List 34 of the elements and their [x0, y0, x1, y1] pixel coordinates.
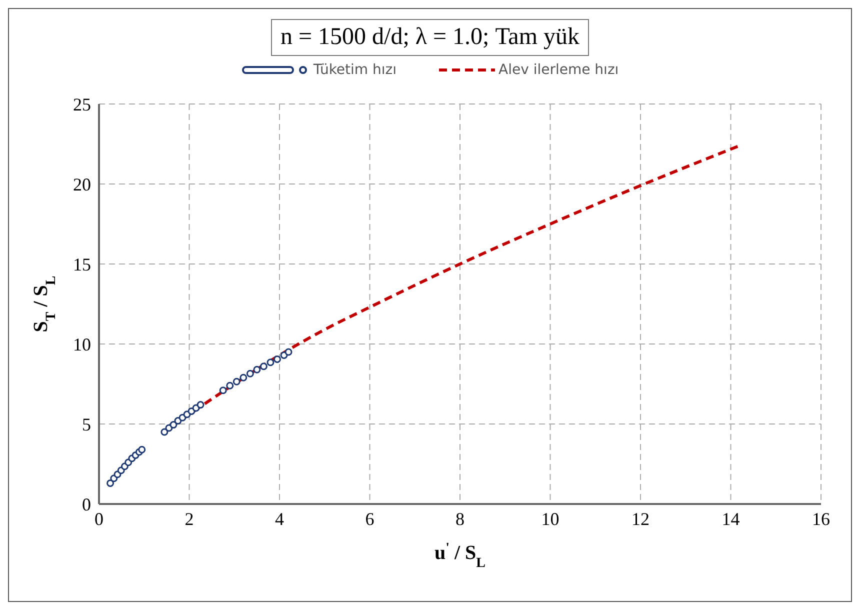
y-tick-label: 10	[73, 334, 91, 354]
point	[284, 348, 292, 356]
x-tick-label: 4	[275, 508, 284, 529]
point	[160, 428, 168, 436]
y-tick-label: 15	[73, 254, 91, 274]
point	[273, 355, 281, 363]
x-tick-label: 2	[184, 508, 194, 529]
point	[170, 421, 178, 429]
point	[226, 382, 234, 390]
x-tick-label: 8	[456, 508, 464, 529]
y-tick-label: 5	[82, 414, 91, 434]
x-tick-label: 10	[541, 508, 560, 529]
point	[266, 358, 274, 366]
y-tick-label: 20	[73, 174, 91, 194]
point	[106, 479, 114, 487]
x-tick-label: 0	[94, 508, 104, 529]
point	[240, 374, 248, 382]
point	[232, 378, 240, 386]
point	[138, 446, 146, 454]
x-tick-label: 14	[722, 508, 740, 529]
x-tick-label: 12	[632, 508, 650, 529]
point	[260, 362, 268, 370]
y-tick-label: 25	[73, 94, 91, 114]
point	[196, 401, 204, 409]
x-tick-label: 16	[812, 508, 830, 529]
point	[246, 370, 254, 378]
legend-label: Tüketim hızı	[313, 62, 397, 78]
x-axis-title: u$^{'}$ / S$_{L}$	[434, 540, 486, 570]
chart-title: n = 1500 d/d; λ = 1.0; Tam yük	[271, 19, 588, 56]
point	[253, 366, 261, 374]
point	[219, 386, 227, 394]
legend-label: Alev ilerleme hızı	[498, 62, 619, 78]
y-tick-label: 0	[82, 494, 91, 514]
x-tick-label: 6	[365, 508, 374, 529]
